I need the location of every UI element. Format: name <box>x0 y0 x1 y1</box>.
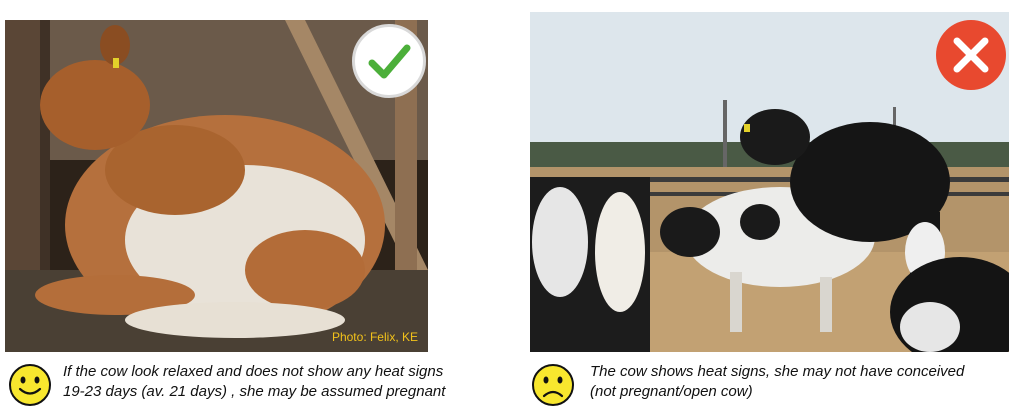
x-icon <box>936 20 1006 90</box>
pregnant-caption-line1: If the cow look relaxed and does not sho… <box>63 363 444 380</box>
smiley-face-icon <box>8 363 52 407</box>
sad-face-icon <box>531 363 575 407</box>
pregnant-caption: If the cow look relaxed and does not sho… <box>63 362 483 402</box>
heat-caption: The cow shows heat signs, she may not ha… <box>590 362 1010 402</box>
cow-heat-photo <box>530 12 1009 352</box>
checkmark-icon <box>352 24 426 98</box>
heat-caption-line1: The cow shows heat signs, she may not ha… <box>590 363 965 380</box>
photo-credit: Photo: Felix, KE <box>331 330 418 344</box>
heat-caption-line2: (not pregnant/open cow) <box>590 383 753 400</box>
pregnant-caption-line2: 19-23 days (av. 21 days) , she may be as… <box>63 383 446 400</box>
